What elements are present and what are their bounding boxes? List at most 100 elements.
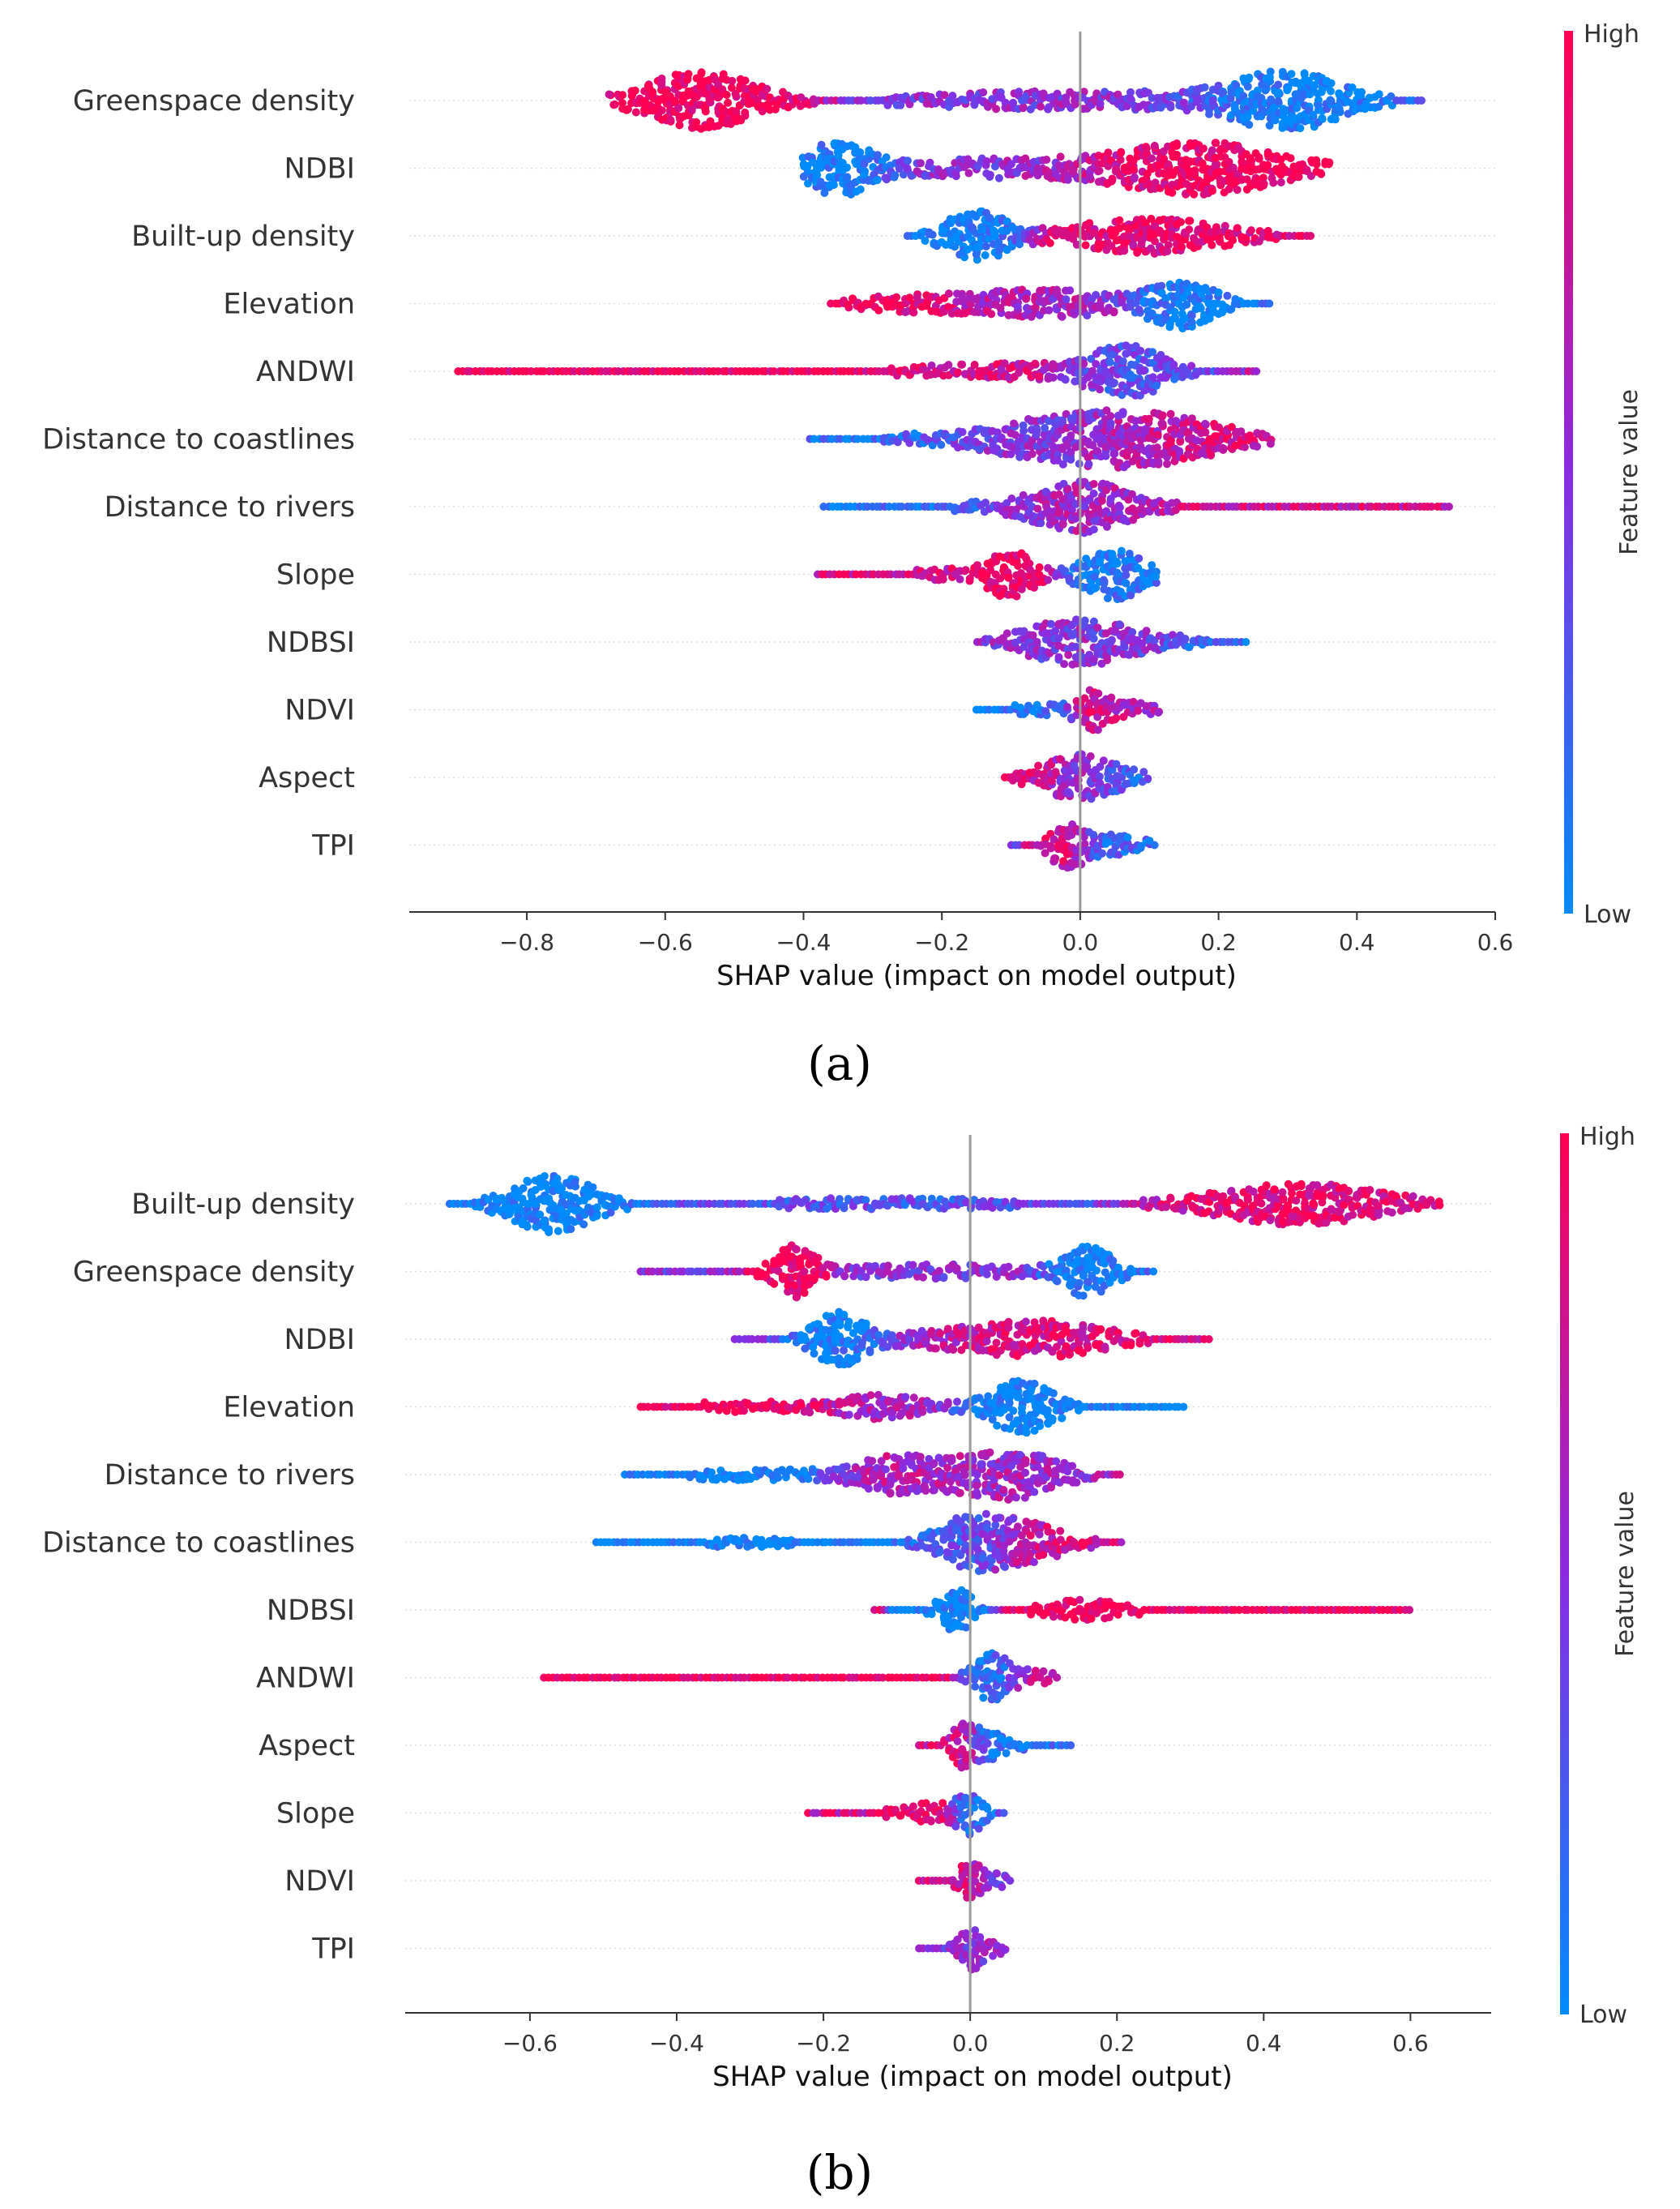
shap-point bbox=[728, 76, 737, 85]
shap-point bbox=[1135, 306, 1144, 314]
shap-point bbox=[1265, 299, 1274, 308]
shap-point bbox=[1134, 706, 1143, 715]
shap-point bbox=[1229, 236, 1238, 245]
shap-point bbox=[1232, 81, 1241, 90]
shap-point bbox=[1327, 87, 1335, 96]
shap-point bbox=[944, 361, 953, 370]
shap-point bbox=[1058, 312, 1067, 321]
shap-point bbox=[1058, 520, 1067, 529]
shap-point bbox=[1163, 460, 1171, 469]
shap-point bbox=[944, 289, 953, 298]
shap-point bbox=[1218, 89, 1227, 98]
shap-point bbox=[1357, 88, 1366, 96]
shap-point bbox=[1014, 562, 1023, 570]
shap-point bbox=[856, 148, 865, 156]
shap-point bbox=[657, 106, 666, 115]
shap-point bbox=[1031, 359, 1040, 368]
shap-point bbox=[1090, 584, 1099, 593]
shap-point bbox=[1312, 160, 1321, 169]
shap-point bbox=[1046, 619, 1055, 628]
shap-point bbox=[981, 242, 990, 250]
shap-point bbox=[1051, 768, 1060, 777]
shap-point bbox=[1096, 100, 1105, 108]
shap-point bbox=[1214, 81, 1223, 90]
colorbar-title: Feature value bbox=[1615, 389, 1644, 555]
shap-point bbox=[829, 181, 838, 189]
shap-point bbox=[1185, 216, 1194, 225]
shap-point bbox=[1021, 552, 1029, 561]
shap-point bbox=[981, 161, 990, 169]
shap-point bbox=[1019, 103, 1028, 111]
shap-point bbox=[1296, 124, 1305, 133]
shap-point bbox=[1374, 90, 1383, 99]
shap-point bbox=[1242, 638, 1250, 646]
shap-point bbox=[1331, 115, 1340, 124]
shap-point bbox=[892, 293, 901, 302]
shap-point bbox=[1106, 419, 1115, 428]
shap-point bbox=[1327, 79, 1336, 88]
shap-point bbox=[1201, 428, 1210, 437]
shap-point bbox=[1046, 844, 1055, 853]
shap-point bbox=[605, 90, 613, 99]
shap-point bbox=[928, 230, 937, 239]
shap-point bbox=[1274, 88, 1283, 97]
shap-point bbox=[1270, 1185, 1279, 1194]
shap-point bbox=[921, 237, 930, 245]
shap-point bbox=[1071, 100, 1079, 109]
shap-point bbox=[1012, 592, 1021, 601]
shap-point bbox=[1037, 519, 1045, 528]
shap-point bbox=[1098, 849, 1106, 858]
shap-point bbox=[1097, 496, 1106, 505]
shap-point bbox=[1034, 761, 1043, 770]
shap-point bbox=[961, 566, 970, 575]
shap-point bbox=[940, 91, 949, 100]
shap-point bbox=[843, 163, 851, 172]
shap-point bbox=[992, 105, 1001, 113]
shap-point bbox=[1253, 442, 1262, 451]
shap-point bbox=[554, 1227, 562, 1235]
shap-point bbox=[1107, 177, 1116, 186]
shap-point bbox=[1096, 385, 1104, 394]
shap-point bbox=[1139, 366, 1148, 375]
shap-point bbox=[758, 107, 767, 116]
shap-point bbox=[1110, 449, 1119, 458]
shap-point bbox=[579, 1220, 588, 1229]
shap-point bbox=[840, 1204, 849, 1213]
shap-point bbox=[1144, 774, 1152, 783]
shap-point bbox=[1244, 75, 1253, 83]
shap-point bbox=[1117, 148, 1126, 157]
colorbar bbox=[1564, 31, 1573, 914]
shap-point bbox=[1135, 554, 1144, 563]
shap-point bbox=[1115, 216, 1124, 225]
shap-point bbox=[1208, 241, 1216, 250]
shap-point bbox=[1306, 232, 1315, 240]
shap-point bbox=[631, 108, 640, 117]
shap-point bbox=[741, 111, 750, 120]
shap-point bbox=[1150, 141, 1159, 150]
shap-point bbox=[622, 105, 631, 114]
shap-point bbox=[1199, 144, 1208, 153]
shap-point bbox=[1106, 412, 1115, 421]
shap-point bbox=[965, 576, 974, 585]
shap-point bbox=[1105, 357, 1114, 366]
shap-point bbox=[1226, 94, 1235, 103]
shap-point bbox=[1117, 546, 1126, 555]
shap-point bbox=[692, 118, 701, 126]
shap-point bbox=[994, 173, 1003, 182]
shap-point bbox=[618, 99, 626, 107]
shap-point bbox=[958, 428, 967, 436]
shap-point bbox=[1185, 225, 1194, 234]
shap-point bbox=[1137, 240, 1146, 249]
shap-point bbox=[1089, 489, 1098, 498]
shap-point bbox=[1044, 576, 1053, 584]
shap-point bbox=[1211, 139, 1220, 148]
shap-point bbox=[675, 121, 684, 130]
shap-point bbox=[1042, 156, 1051, 164]
shap-point bbox=[979, 88, 988, 96]
shap-point bbox=[1148, 154, 1156, 163]
shap-point bbox=[817, 140, 826, 149]
shap-point bbox=[1166, 103, 1175, 112]
shap-point bbox=[834, 151, 843, 160]
shap-point bbox=[1309, 110, 1318, 119]
shap-point bbox=[1007, 494, 1016, 503]
